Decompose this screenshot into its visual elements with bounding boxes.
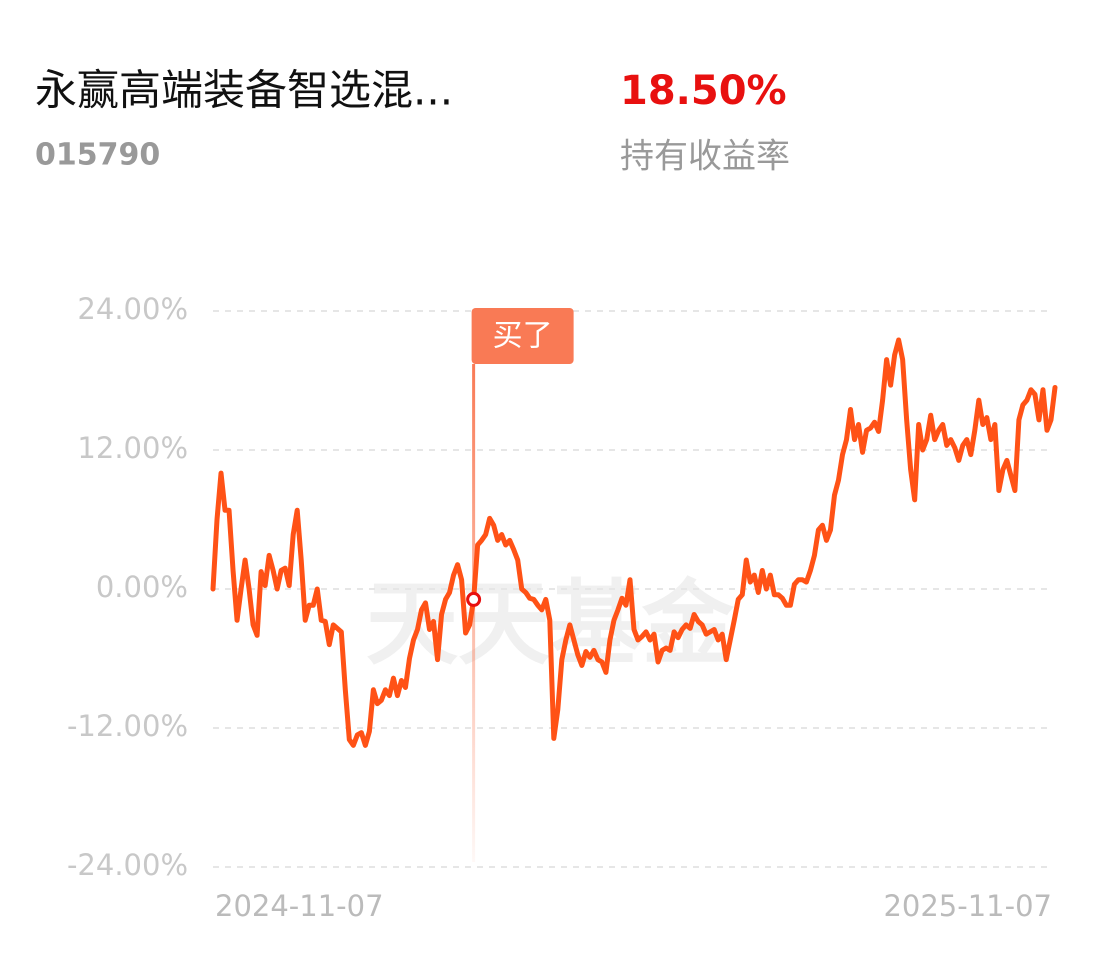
fund-code: 015790 xyxy=(35,138,160,173)
y-tick-label: -24.00% xyxy=(67,848,188,882)
fund-title: 永赢高端装备智选混... xyxy=(35,66,453,115)
y-tick-label: 0.00% xyxy=(96,570,188,604)
buy-point xyxy=(466,591,482,607)
y-tick-label: 24.00% xyxy=(77,292,188,326)
return-label: 持有收益率 xyxy=(620,137,790,177)
buy-tag-text: 买了 xyxy=(493,319,553,354)
x-tick-label: 2024-11-07 xyxy=(215,889,384,923)
y-tick-label: 12.00% xyxy=(77,431,188,465)
buy-tag xyxy=(471,308,574,364)
x-tick-label: 2025-11-07 xyxy=(883,889,1052,923)
y-tick-label: -12.00% xyxy=(67,709,188,743)
line xyxy=(210,337,1058,748)
return-value: 18.50% xyxy=(620,68,787,114)
